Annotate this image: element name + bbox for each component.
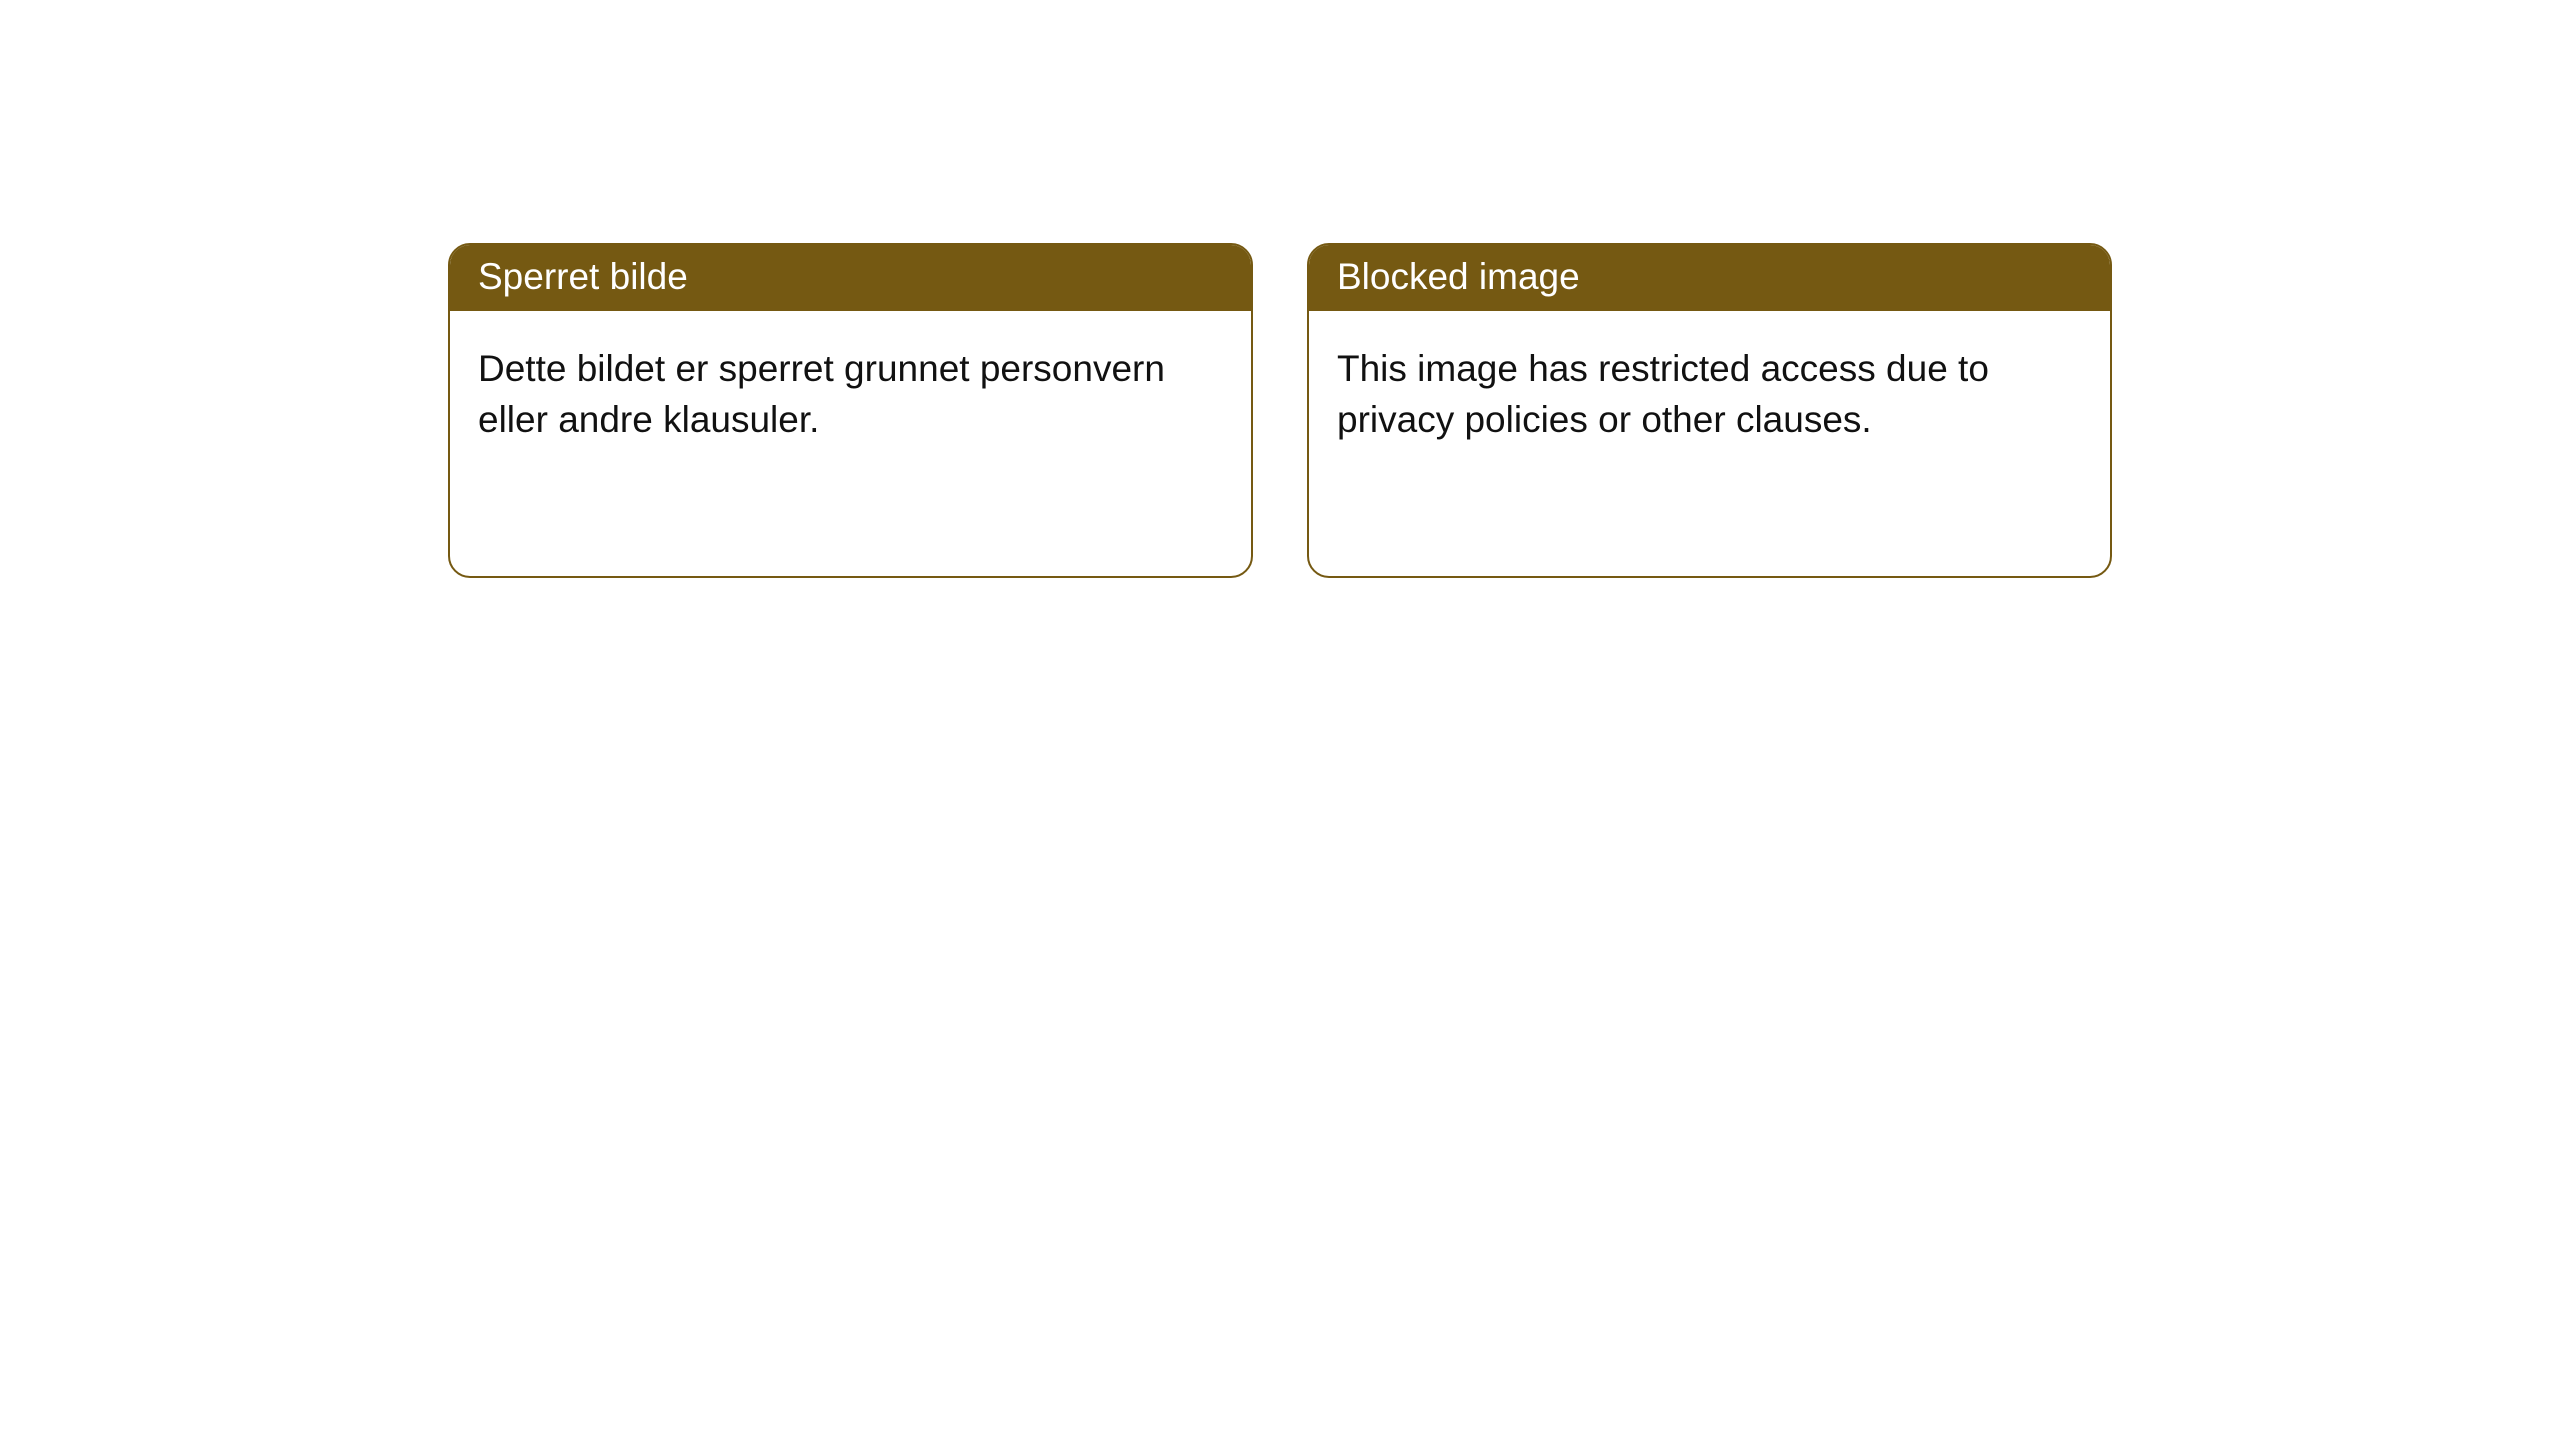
- notice-card-english: Blocked image This image has restricted …: [1307, 243, 2112, 578]
- notice-body: Dette bildet er sperret grunnet personve…: [450, 311, 1251, 477]
- notice-container: Sperret bilde Dette bildet er sperret gr…: [0, 0, 2560, 578]
- notice-card-norwegian: Sperret bilde Dette bildet er sperret gr…: [448, 243, 1253, 578]
- notice-header: Sperret bilde: [450, 245, 1251, 311]
- notice-body: This image has restricted access due to …: [1309, 311, 2110, 477]
- notice-header: Blocked image: [1309, 245, 2110, 311]
